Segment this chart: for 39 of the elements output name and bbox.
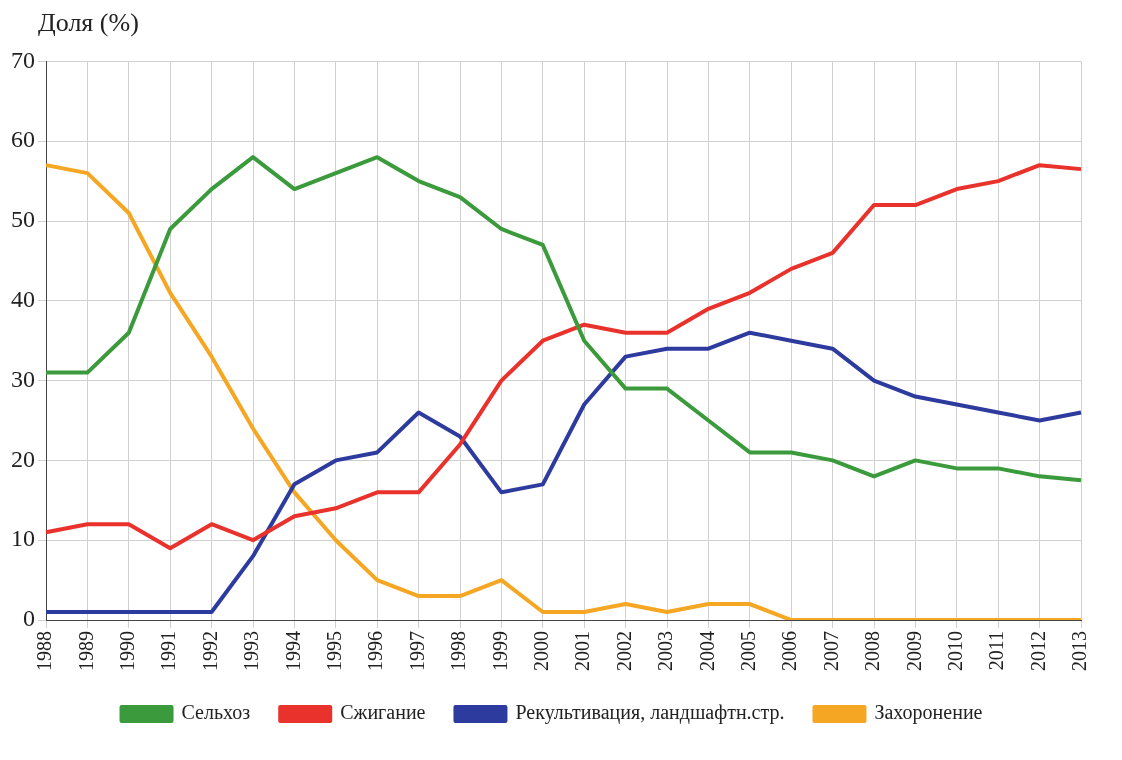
legend-label: Захоронение [874, 701, 983, 725]
x-tick-label: 2005 [737, 631, 760, 671]
y-tick-label: 0 [23, 605, 35, 632]
x-tick-label: 2007 [819, 631, 842, 671]
x-tick-label: 2011 [985, 631, 1008, 671]
legend-label: Сжигание [340, 701, 426, 724]
x-tick-label: 1992 [198, 631, 221, 671]
y-tick-label: 50 [11, 206, 35, 233]
x-tick-label: 2000 [530, 631, 553, 671]
y-tick-label: 40 [11, 286, 35, 313]
y-tick-label: 10 [11, 525, 35, 552]
y-tick-label: 60 [11, 126, 35, 153]
legend-label: Рекультивация, ландшафтн.стр. [515, 701, 785, 725]
y-axis-title: Доля (%) [38, 8, 140, 38]
x-tick-label: 2003 [654, 631, 677, 671]
x-tick-label: 2001 [571, 631, 594, 671]
x-tick-label: 2008 [861, 631, 884, 671]
y-tick-label: 20 [11, 445, 35, 472]
x-tick-label: 1995 [323, 631, 346, 671]
x-tick-label: 2002 [612, 631, 635, 671]
x-tick-label: 2009 [902, 631, 925, 671]
x-tick-label: 1989 [74, 631, 97, 671]
legend-label: Сельхоз [181, 701, 251, 724]
y-tick-label: 70 [11, 46, 35, 73]
x-tick-label: 1991 [157, 631, 180, 671]
x-tick-label: 2006 [778, 631, 801, 671]
x-tick-label: 1988 [33, 631, 56, 671]
y-tick-label: 30 [11, 365, 35, 392]
x-tick-label: 1998 [447, 631, 470, 671]
x-tick-label: 1996 [364, 631, 387, 671]
x-tick-label: 1997 [405, 631, 428, 671]
x-tick-label: 2013 [1068, 631, 1091, 671]
x-tick-label: 2012 [1026, 631, 1049, 671]
x-tick-label: 2010 [944, 631, 967, 671]
x-tick-label: 1993 [240, 631, 263, 671]
x-tick-label: 1994 [281, 631, 304, 671]
x-tick-label: 1990 [116, 631, 139, 671]
x-tick-label: 2004 [695, 631, 718, 671]
x-tick-label: 1999 [488, 631, 511, 671]
